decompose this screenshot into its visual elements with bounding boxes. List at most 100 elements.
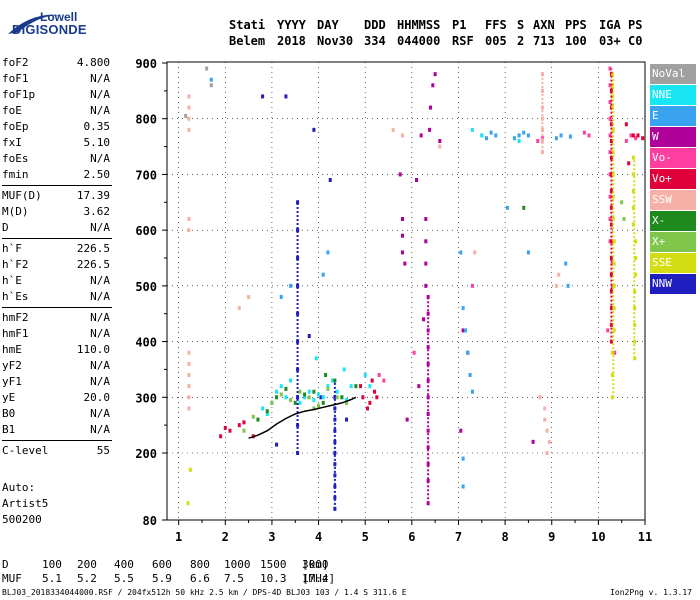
echo-point-vo- xyxy=(606,328,610,333)
panel-separator xyxy=(2,440,112,441)
file-info-footer: BLJ03_2018334044000.RSF / 204fx512h 50 k… xyxy=(2,588,407,597)
echo-point-nnw xyxy=(333,506,337,511)
echo-point-vo- xyxy=(373,389,377,394)
echo-point-nne xyxy=(342,367,346,372)
echo-point-w xyxy=(466,350,470,355)
logo-brand-bottom: DIGISONDE xyxy=(12,22,87,37)
x-tick-label: 6 xyxy=(408,530,415,544)
echo-point-x- xyxy=(333,378,337,383)
param-row: D N/A xyxy=(2,220,112,236)
echo-point-vo- xyxy=(641,136,645,141)
auto-version: 500200 xyxy=(2,513,42,526)
echo-point-ssw xyxy=(237,306,241,311)
echo-point-nnw xyxy=(296,451,300,455)
echo-point-vo- xyxy=(608,116,612,121)
echo-point-e xyxy=(566,283,570,288)
param-value: 226.5 xyxy=(76,242,110,255)
echo-point-vo- xyxy=(608,172,612,177)
echo-point-x- xyxy=(324,373,328,377)
param-value: 3.62 xyxy=(83,205,111,218)
echo-point-w xyxy=(426,395,430,400)
echo-point-sse xyxy=(610,72,614,77)
param-label: yF1 xyxy=(2,375,22,388)
echo-point-e xyxy=(321,272,325,277)
echo-point-sse xyxy=(631,172,635,177)
param-row: foF1p N/A xyxy=(2,87,112,103)
echo-point-nne xyxy=(303,395,307,400)
echo-point-e xyxy=(461,456,465,461)
echo-point-ssw xyxy=(187,373,191,377)
param-row: B0 N/A xyxy=(2,406,112,422)
echo-point-e xyxy=(463,328,467,333)
echo-point-sse xyxy=(610,395,614,400)
echo-point-vo- xyxy=(366,406,370,411)
echo-point-w xyxy=(426,295,430,299)
echo-point-nnw xyxy=(333,417,337,422)
y-tick-label: 700 xyxy=(135,168,157,182)
echo-point-vo- xyxy=(251,434,255,439)
echo-point-vo- xyxy=(609,105,613,110)
echo-point-ssw xyxy=(187,228,191,233)
echo-point-vo- xyxy=(613,350,617,355)
param-value: N/A xyxy=(90,311,110,324)
header-value-iga: 03+ xyxy=(599,34,621,48)
echo-point-ssw xyxy=(540,88,544,93)
echo-point-vo- xyxy=(609,289,613,294)
legend-item-w: W xyxy=(650,127,696,147)
echo-point-sse xyxy=(633,322,637,327)
echo-point-sse xyxy=(612,306,616,311)
echo-point-vo- xyxy=(582,130,586,135)
echo-point-x- xyxy=(279,392,283,397)
echo-point-x- xyxy=(293,400,297,405)
echo-point-vo- xyxy=(609,339,613,344)
echo-point-vo- xyxy=(470,283,474,288)
param-value: 5.10 xyxy=(83,136,111,149)
param-value: N/A xyxy=(90,375,110,388)
param-value: N/A xyxy=(90,152,110,165)
echo-point-sse xyxy=(611,172,615,177)
echo-point-e xyxy=(564,261,568,266)
param-label: MUF(D) xyxy=(2,189,42,202)
echo-point-vo- xyxy=(609,222,613,227)
echo-point-nne xyxy=(340,395,344,400)
y-tick-label: 600 xyxy=(135,224,157,238)
echo-point-ssw xyxy=(557,272,561,277)
header-label-ddd: DDD xyxy=(364,18,386,32)
echo-point-x- xyxy=(251,414,255,419)
param-value: 4.800 xyxy=(76,56,110,69)
distance-value: 1500 xyxy=(260,558,287,571)
echo-point-vo- xyxy=(608,194,612,199)
echo-point-x- xyxy=(242,428,246,433)
x-tick-label: 4 xyxy=(315,530,322,544)
echo-point-sse xyxy=(634,272,638,277)
trace-layer xyxy=(248,396,357,439)
muf-value: 5.1 xyxy=(42,572,62,585)
echo-point-ssw xyxy=(187,105,191,110)
echo-point-vo- xyxy=(412,350,416,355)
logo-brand-top: Lowell xyxy=(40,10,78,24)
echo-point-nne xyxy=(298,400,302,405)
y-tick-label: 200 xyxy=(135,447,157,461)
echo-point-x- xyxy=(335,395,339,400)
param-row: fxI 5.10 xyxy=(2,135,112,151)
echo-point-nnw xyxy=(333,395,337,400)
echo-point-vo- xyxy=(609,189,613,194)
echo-point-x- xyxy=(354,384,358,389)
polarization-legend: NoVal NNE E W Vo- Vo+ SSW X- X+ SSE NNW xyxy=(650,64,696,295)
x-tick-label: 7 xyxy=(455,530,462,544)
echo-point-w xyxy=(431,83,435,88)
x-tick-label: 8 xyxy=(501,530,508,544)
echo-point-ssw xyxy=(401,133,405,138)
param-value: N/A xyxy=(90,221,110,234)
legend-item-x-: X- xyxy=(650,211,696,231)
param-row: yE 20.0 xyxy=(2,390,112,406)
echo-point-ssw xyxy=(187,116,191,121)
param-label: B1 xyxy=(2,423,16,436)
echo-point-ssw xyxy=(187,127,191,132)
param-value: 55 xyxy=(96,444,110,457)
param-value: N/A xyxy=(90,88,110,101)
legend-item-vo-: Vo+ xyxy=(650,169,696,189)
echo-point-nne xyxy=(363,373,367,377)
panel-separator xyxy=(2,185,112,186)
echo-point-nnw xyxy=(307,334,311,338)
